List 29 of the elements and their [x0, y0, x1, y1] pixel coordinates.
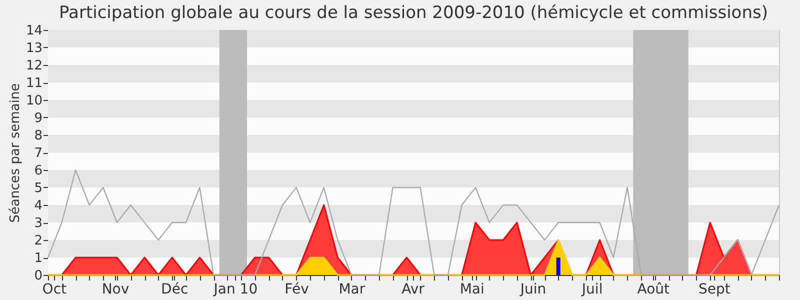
y-tick-label: 3	[34, 216, 42, 231]
y-tick-label: 9	[34, 111, 42, 126]
y-tick-label: 13	[26, 41, 42, 56]
x-tick-label: Août	[637, 282, 670, 298]
x-tick-label: Fév	[284, 282, 309, 298]
x-tick-label: Mar	[338, 282, 366, 298]
y-tick-label: 8	[34, 128, 42, 144]
x-tick-label: Juil	[580, 282, 603, 298]
y-tick-label: 6	[34, 164, 42, 178]
x-tick-label: Mai	[460, 282, 484, 298]
y-tick-label: 12	[26, 58, 42, 74]
x-tick-label: Nov	[102, 282, 130, 298]
y-tick-label: 0	[34, 268, 42, 284]
x-tick-label: Jan 10	[212, 282, 258, 298]
y-tick-label: 10	[26, 94, 42, 108]
y-tick-label: 14	[26, 24, 42, 38]
x-tick-label: Avr	[402, 282, 425, 298]
x-tick-label: Sept	[698, 282, 731, 298]
chart-title: Participation globale au cours de la session 2009-2010 (hémicycle et commissions)	[59, 3, 768, 23]
y-tick-label: 11	[26, 76, 42, 91]
x-tick-label: Oct	[42, 282, 68, 298]
y-axis-title: Séances par semaine	[8, 83, 23, 223]
y-tick-label: 1	[34, 251, 42, 266]
x-tick-label: Déc	[161, 282, 188, 298]
x-tick-label: Juin	[519, 282, 546, 298]
y-tick-label: 4	[34, 198, 42, 214]
y-tick-label: 2	[34, 234, 42, 248]
y-tick-label: 7	[34, 146, 42, 161]
y-tick-label: 5	[34, 181, 42, 196]
